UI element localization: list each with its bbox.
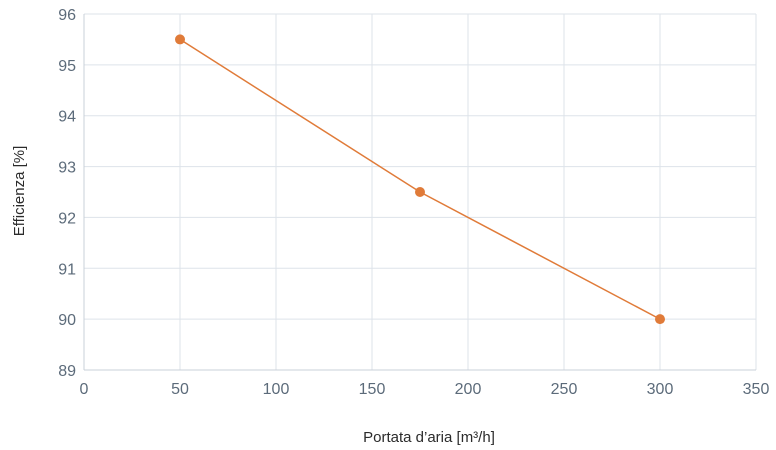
y-tick-label: 95 <box>58 58 76 75</box>
x-tick-label: 250 <box>551 381 578 398</box>
data-point <box>415 187 425 197</box>
data-point <box>175 34 185 45</box>
y-tick-label: 89 <box>58 363 76 380</box>
x-tick-labels: 0 50 100 150 200 250 300 350 <box>80 381 770 398</box>
y-axis-title: Efficienza [%] <box>11 146 28 237</box>
x-tick-label: 350 <box>743 381 770 398</box>
x-tick-label: 0 <box>80 381 89 398</box>
data-point <box>655 314 665 325</box>
grid <box>84 13 757 370</box>
x-tick-label: 50 <box>171 381 189 398</box>
axes <box>83 14 756 371</box>
x-axis-title: Portata d’aria [m³/h] <box>363 429 495 446</box>
y-tick-labels: 89 90 91 92 93 94 95 96 <box>58 7 76 380</box>
series <box>175 34 665 325</box>
y-tick-label: 93 <box>58 160 76 177</box>
y-tick-label: 91 <box>58 261 76 278</box>
y-tick-label: 92 <box>58 210 76 227</box>
y-tick-label: 96 <box>58 7 76 24</box>
y-tick-label: 94 <box>58 109 76 126</box>
x-tick-label: 300 <box>647 381 674 398</box>
x-tick-label: 100 <box>263 381 290 398</box>
x-tick-label: 200 <box>455 381 482 398</box>
x-tick-label: 150 <box>359 381 386 398</box>
series-line <box>179 38 661 320</box>
y-tick-label: 90 <box>58 312 76 329</box>
